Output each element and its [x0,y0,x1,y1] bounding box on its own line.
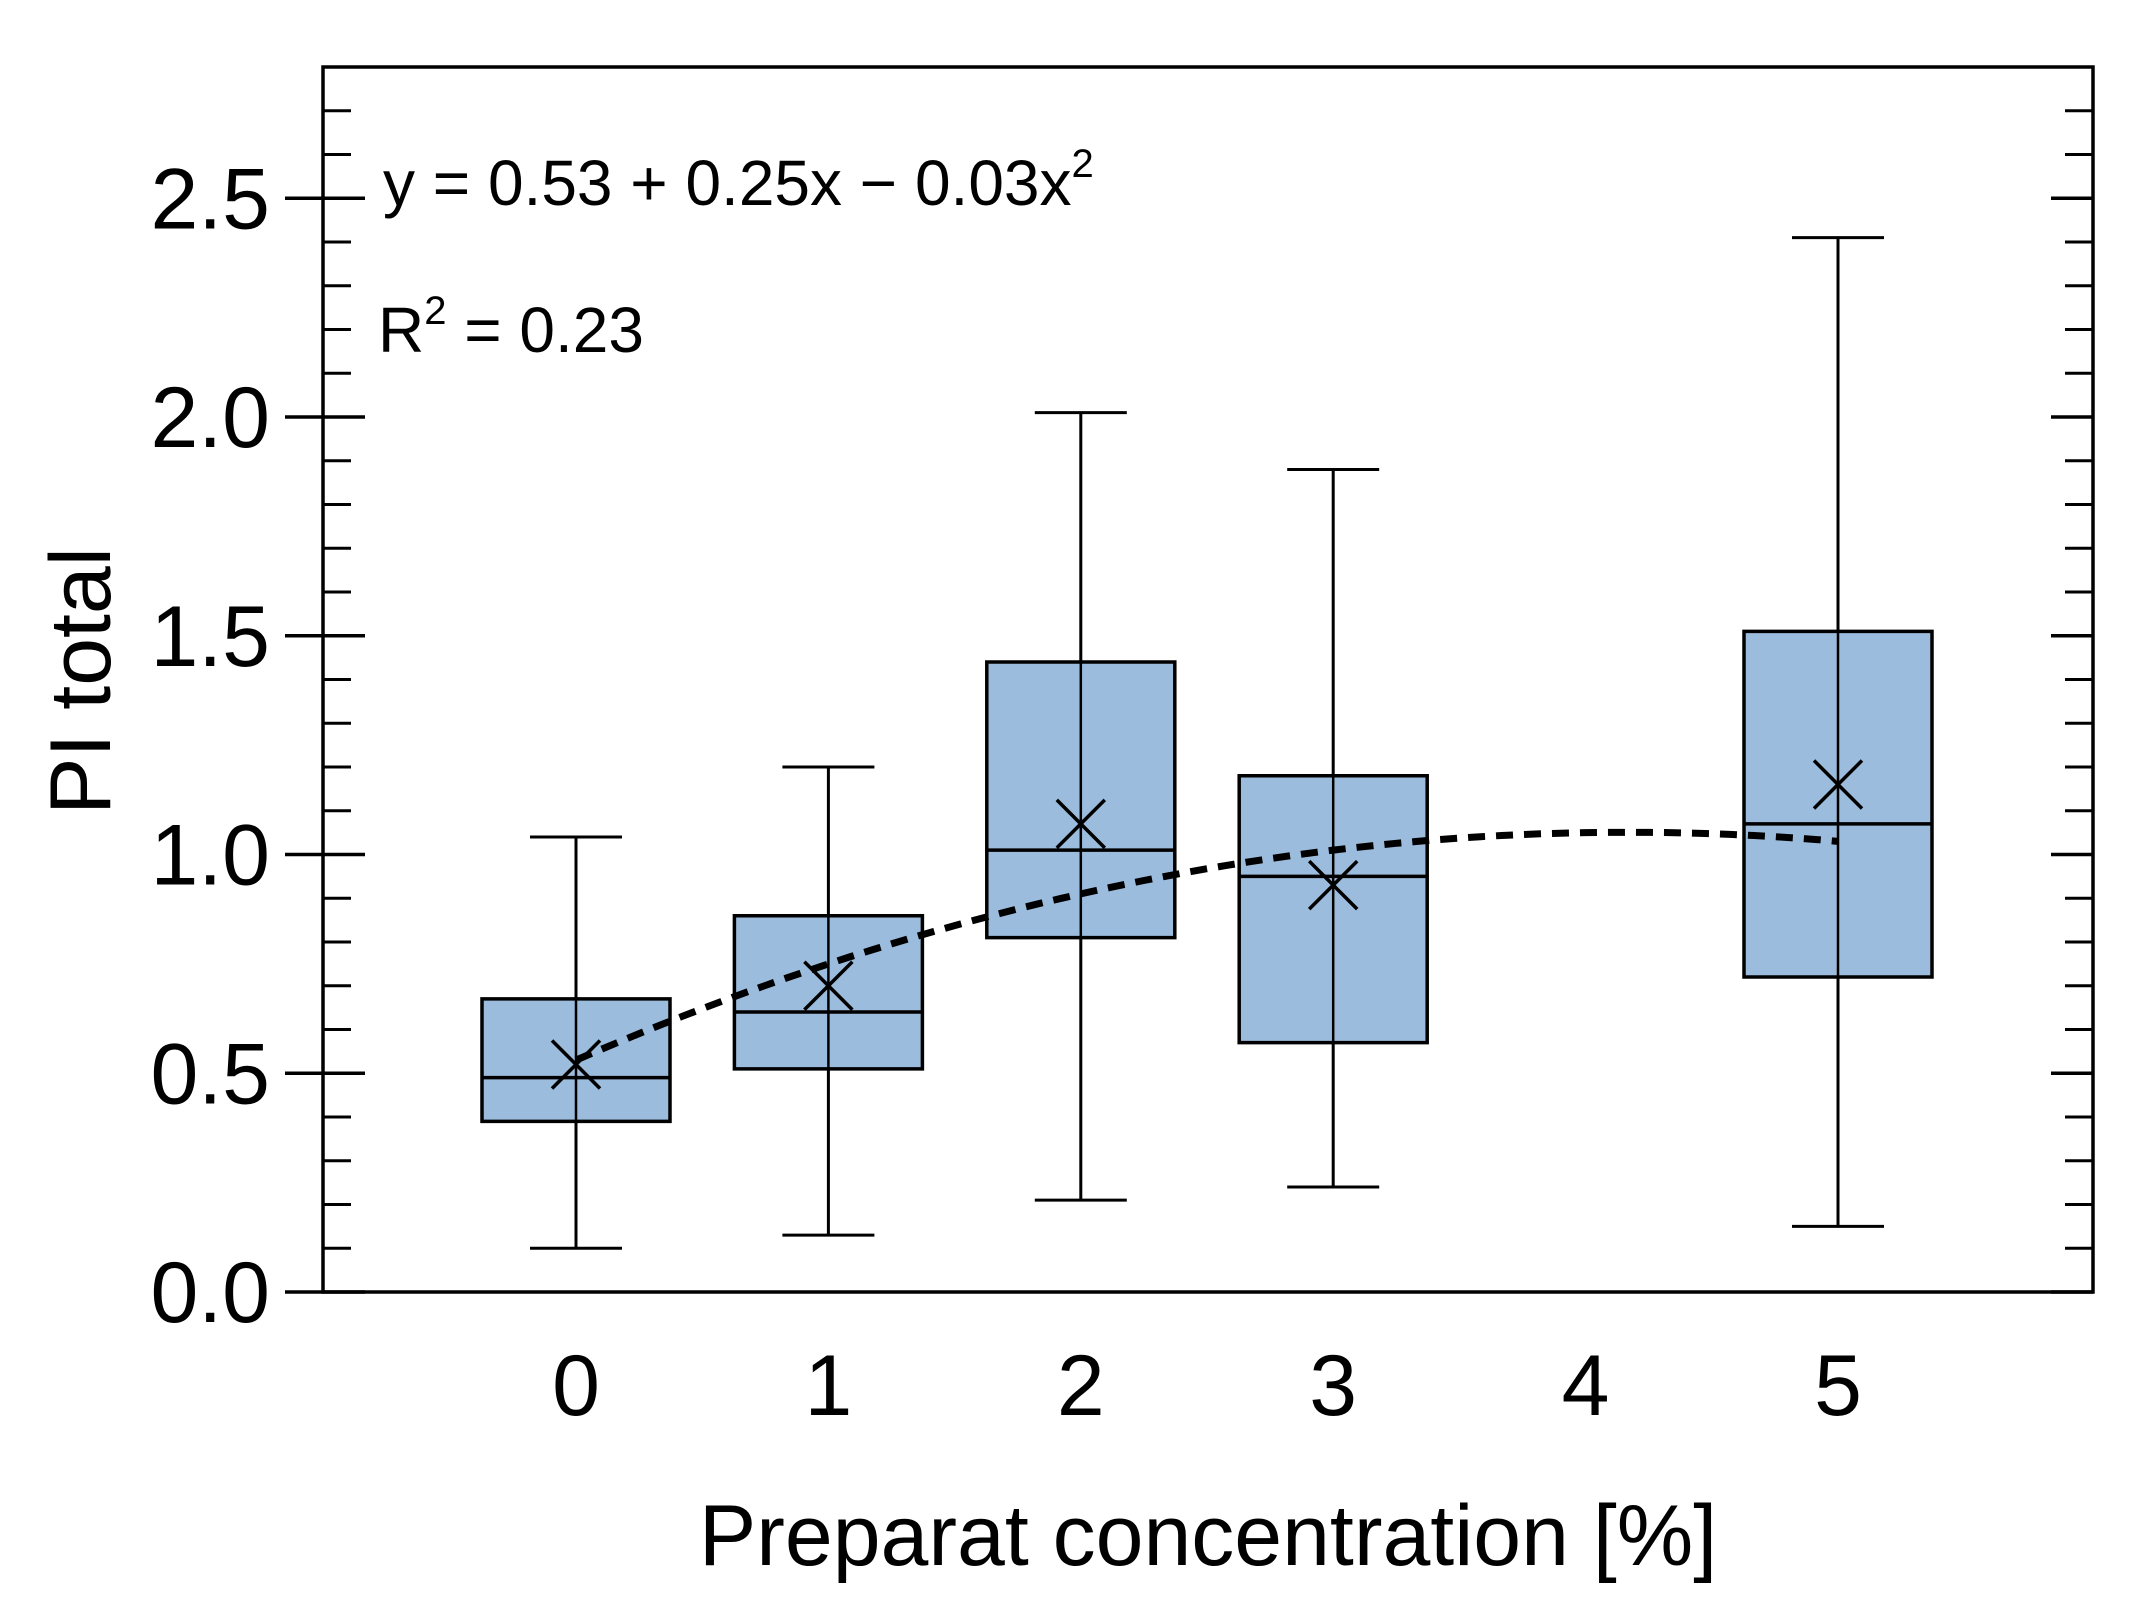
y-tick-label: 0.0 [150,1245,270,1341]
x-tick-label: 5 [1814,1338,1862,1434]
box-group [1237,468,1429,1189]
mean-marker [1812,759,1864,810]
fit-curve [574,828,1839,1064]
x-tick-labels: 0 1 2 3 4 5 [552,1338,1862,1434]
box-group [1742,236,1934,1228]
y-tick-labels: 0.0 0.5 1.0 1.5 2.0 2.5 [150,151,270,1341]
x-tick-label: 4 [1562,1338,1610,1434]
r-squared-annotation: R2 = 0.23 [378,289,644,366]
mean-marker [550,1039,602,1090]
equation-superscript: 2 [1072,142,1094,186]
y-tick-label: 2.0 [150,370,270,466]
y-tick-label: 1.5 [150,589,270,685]
x-tick-label: 0 [552,1338,600,1434]
equation-main: y = 0.53 + 0.25x − 0.03x [383,147,1072,219]
equation-annotation: y = 0.53 + 0.25x − 0.03x2 [383,142,1094,219]
box-group [480,835,672,1250]
boxes [480,236,1934,1250]
r-squared-superscript: 2 [424,289,446,333]
mean-marker [1055,798,1107,850]
x-axis-title: Preparat concentration [%] [699,1488,1717,1584]
fit-curve-group [574,828,1839,1064]
x-tick-label: 2 [1057,1338,1105,1434]
r-squared-value: = 0.23 [446,294,644,366]
plot-frame [321,65,2095,1294]
y-axis-title: PI total [33,547,129,815]
y-tick-label: 1.0 [150,808,270,904]
box-group [985,411,1177,1202]
mean-marker [1307,859,1359,911]
x-tick-label: 1 [804,1338,852,1434]
box-group [732,765,925,1237]
y-tick-label: 0.5 [150,1026,270,1122]
x-tick-label: 3 [1309,1338,1357,1434]
r-squared-prefix: R [378,294,424,366]
mean-marker [803,960,854,1011]
minor-ticks [323,109,2093,1250]
y-tick-label: 2.5 [150,151,270,247]
